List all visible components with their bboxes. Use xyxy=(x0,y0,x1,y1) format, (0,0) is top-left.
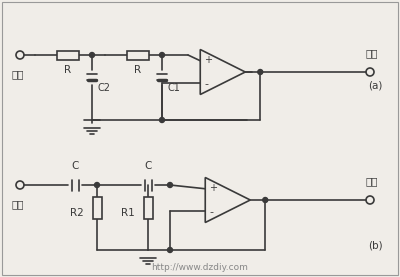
Text: +: + xyxy=(209,183,217,193)
Text: R1: R1 xyxy=(121,208,135,218)
Circle shape xyxy=(160,53,164,58)
Polygon shape xyxy=(205,178,250,222)
Text: 输出: 输出 xyxy=(366,176,378,186)
Circle shape xyxy=(258,70,263,75)
Text: -: - xyxy=(204,79,208,89)
Text: C1: C1 xyxy=(167,83,180,93)
Text: (a): (a) xyxy=(368,80,382,90)
Text: (b): (b) xyxy=(368,240,382,250)
Circle shape xyxy=(168,183,172,188)
Text: R: R xyxy=(64,65,72,75)
FancyBboxPatch shape xyxy=(92,197,102,219)
Text: R: R xyxy=(134,65,142,75)
Text: -: - xyxy=(209,207,213,217)
Circle shape xyxy=(160,117,164,122)
Text: C: C xyxy=(71,161,79,171)
Text: C: C xyxy=(144,161,152,171)
Text: R2: R2 xyxy=(70,208,84,218)
Text: 输入: 输入 xyxy=(12,199,24,209)
Text: 输出: 输出 xyxy=(366,48,378,58)
Text: http://www.dzdiy.com: http://www.dzdiy.com xyxy=(152,263,248,273)
FancyBboxPatch shape xyxy=(127,50,149,60)
Circle shape xyxy=(168,248,172,253)
Polygon shape xyxy=(200,50,245,94)
Circle shape xyxy=(94,183,100,188)
Circle shape xyxy=(263,198,268,202)
Text: 输入: 输入 xyxy=(12,69,24,79)
FancyBboxPatch shape xyxy=(144,197,152,219)
FancyBboxPatch shape xyxy=(57,50,79,60)
Text: C2: C2 xyxy=(97,83,110,93)
Text: +: + xyxy=(204,55,212,65)
Circle shape xyxy=(90,53,94,58)
